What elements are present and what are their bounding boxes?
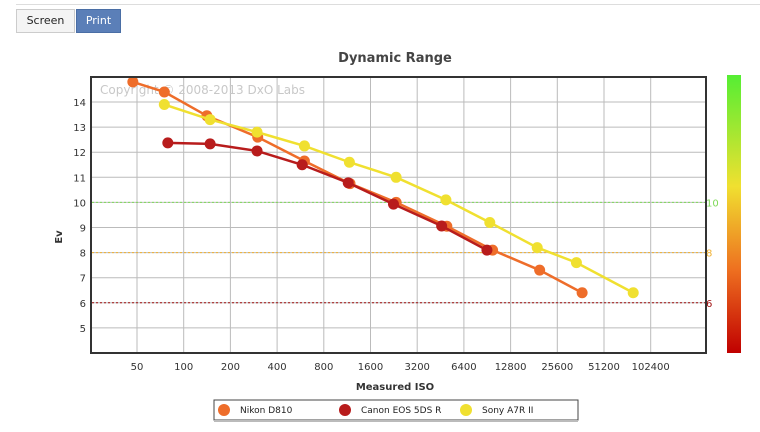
y-tick-label: 9 (80, 224, 86, 235)
data-point (534, 264, 546, 276)
legend-label: Nikon D810 (240, 406, 293, 416)
y-tick-label: 8 (80, 249, 86, 260)
legend-marker (460, 404, 472, 416)
x-tick-label: 400 (268, 362, 287, 373)
top-divider (16, 4, 760, 5)
data-point (576, 287, 588, 299)
x-tick-label: 200 (221, 362, 240, 373)
x-tick-label: 6400 (451, 362, 476, 373)
data-point (387, 198, 399, 210)
x-tick-label: 100 (174, 362, 193, 373)
y-tick-label: 10 (73, 198, 86, 209)
x-tick-label: 50 (131, 362, 144, 373)
y-tick-label: 11 (73, 173, 86, 184)
legend-label: Sony A7R II (482, 406, 533, 416)
data-point (481, 244, 493, 256)
y-tick-label: 12 (73, 148, 86, 159)
legend-marker (339, 404, 351, 416)
data-point (158, 86, 170, 98)
legend-shadow (214, 420, 578, 422)
data-point (162, 137, 174, 149)
legend-label: Canon EOS 5DS R (361, 406, 441, 416)
y-tick-label: 6 (80, 299, 86, 310)
data-point (296, 159, 308, 171)
data-point (484, 216, 496, 228)
x-tick-label: 800 (314, 362, 333, 373)
y-axis-label: Ev (54, 230, 65, 244)
reference-label: 8 (706, 249, 712, 260)
x-axis-label: Measured ISO (356, 382, 434, 393)
data-point (251, 126, 263, 138)
data-point (436, 220, 448, 232)
data-point (298, 140, 310, 152)
data-point (570, 257, 582, 269)
x-tick-label: 25600 (541, 362, 573, 373)
x-tick-label: 1600 (358, 362, 383, 373)
reference-label: 10 (706, 198, 719, 209)
data-point (158, 99, 170, 111)
x-tick-label: 51200 (588, 362, 620, 373)
chart-title: Dynamic Range (338, 51, 452, 66)
y-tick-label: 5 (80, 324, 86, 335)
x-tick-label: 3200 (404, 362, 429, 373)
x-tick-label: 12800 (495, 362, 527, 373)
data-point (343, 156, 355, 168)
data-point (251, 145, 263, 157)
data-point (390, 171, 402, 183)
data-point (342, 177, 354, 189)
data-point (440, 194, 452, 206)
series-line (167, 141, 488, 252)
y-tick-label: 14 (73, 98, 86, 109)
y-tick-label: 7 (80, 274, 86, 285)
reference-label: 6 (706, 299, 712, 310)
legend-marker (218, 404, 230, 416)
screen-button[interactable]: Screen (16, 9, 75, 33)
y-tick-label: 13 (73, 123, 86, 134)
data-point (627, 287, 639, 299)
data-point (204, 114, 216, 126)
data-point (204, 138, 216, 150)
data-point (127, 76, 139, 88)
data-point (531, 242, 543, 254)
plot-frame (90, 76, 707, 354)
dr-color-scale (727, 75, 741, 353)
print-button[interactable]: Print (76, 9, 121, 33)
x-tick-label: 102400 (632, 362, 670, 373)
